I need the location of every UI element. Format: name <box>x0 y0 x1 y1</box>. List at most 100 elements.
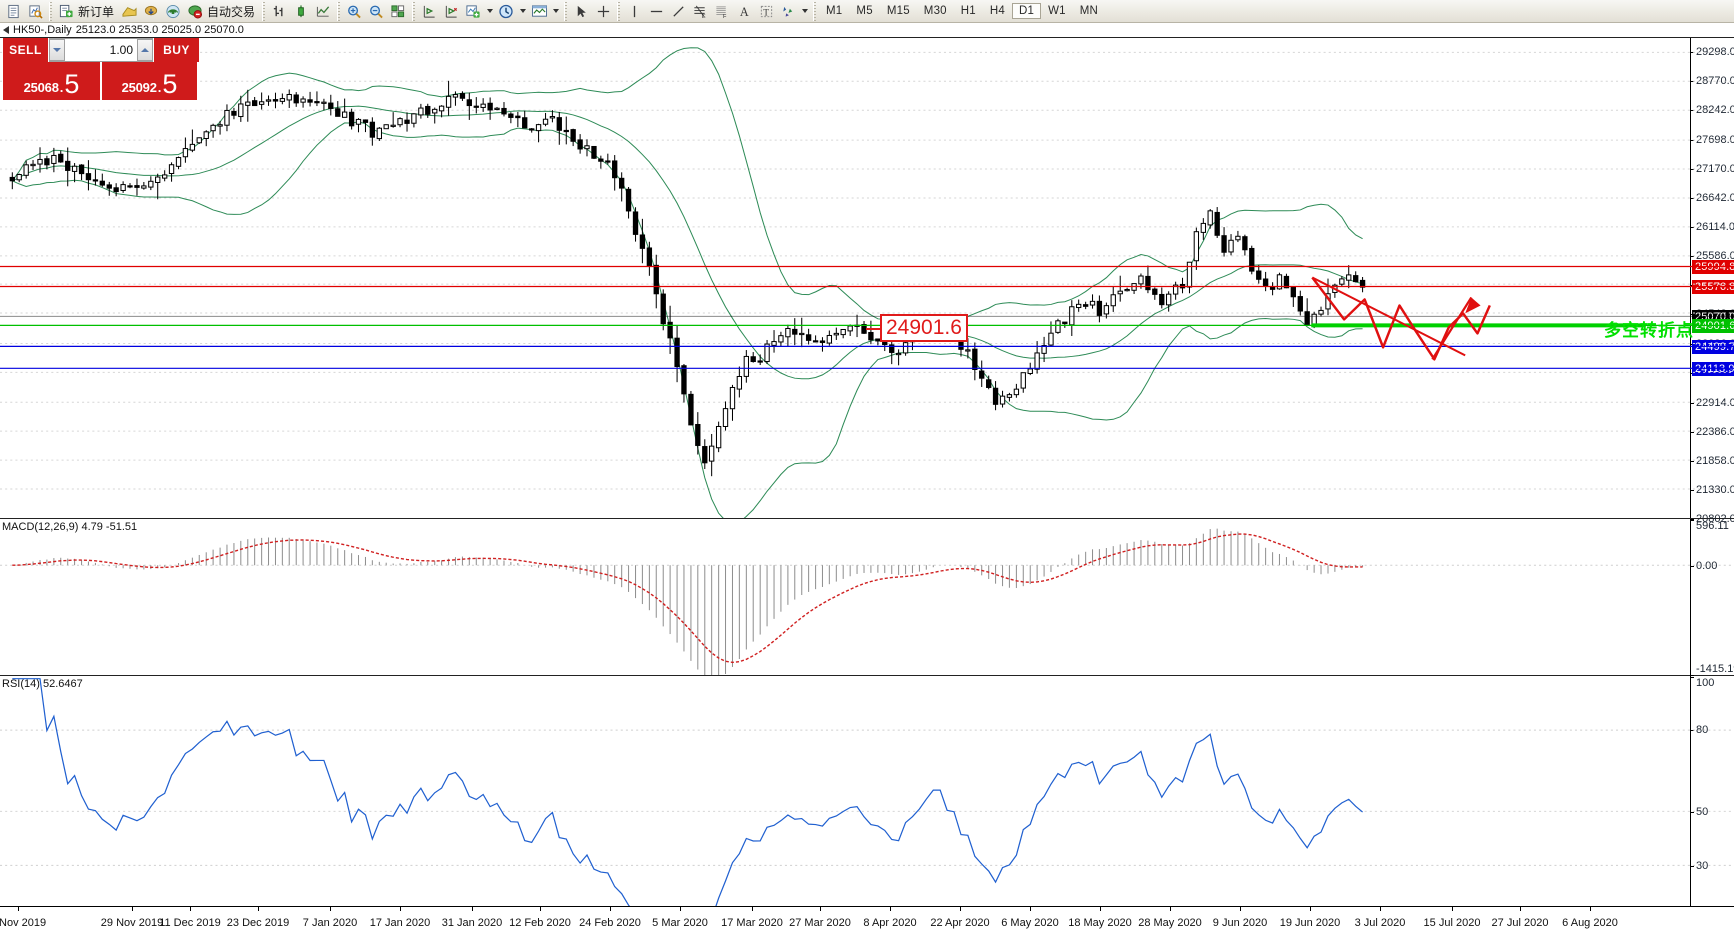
price-y-tick: 20802.0 <box>1696 513 1734 525</box>
bar-chart-icon[interactable] <box>118 1 140 22</box>
timeframe-m30[interactable]: M30 <box>923 5 947 17</box>
line-chart-type-icon[interactable] <box>312 1 334 22</box>
shift-end-icon[interactable] <box>440 1 462 22</box>
equidistant-channel-icon[interactable]: F <box>711 1 733 22</box>
text-label-icon[interactable]: A <box>733 1 755 22</box>
date-tick-label: 27 Jul 2020 <box>1491 917 1549 929</box>
date-tick-label: 19 Jun 2020 <box>1279 917 1341 929</box>
macd-y-tick: 0.00 <box>1696 559 1718 572</box>
bar-chart-type-icon[interactable] <box>268 1 290 22</box>
timeframe-d1[interactable]: D1 <box>1012 3 1042 19</box>
toolbar-separator <box>337 1 341 21</box>
signal-icon[interactable] <box>162 1 184 22</box>
date-tick-label: 24 Feb 2020 <box>579 917 641 929</box>
indicators-icon[interactable] <box>462 1 484 22</box>
shapes-dropdown-caret-icon[interactable] <box>799 1 810 22</box>
timeframe-m1[interactable]: M1 <box>826 5 843 17</box>
vertical-line-icon[interactable] <box>623 1 645 22</box>
price-level-tag[interactable]: 24499.7 <box>1692 340 1734 354</box>
volume-increase-button[interactable] <box>137 39 153 61</box>
svg-text:T: T <box>763 8 769 18</box>
buy-button[interactable]: BUY <box>153 38 199 62</box>
document-icon[interactable] <box>2 1 24 22</box>
shift-start-icon[interactable] <box>418 1 440 22</box>
new-order-icon[interactable] <box>55 1 77 22</box>
toolbar-separator <box>412 1 416 21</box>
date-tick-label: 31 Jan 2020 <box>441 917 503 929</box>
price-y-tick: 28242.0 <box>1696 104 1734 117</box>
svg-text:A: A <box>739 5 748 19</box>
timeframe-w1[interactable]: W1 <box>1048 5 1066 17</box>
text-box-icon[interactable]: T <box>755 1 777 22</box>
date-tick-label: 15 Jul 2020 <box>1423 917 1481 929</box>
crosshair-icon[interactable] <box>592 1 614 22</box>
symbol-ohlc: 25123.0 25353.0 25025.0 25070.0 <box>75 24 244 36</box>
price-level-tag[interactable]: 25994.8 <box>1692 260 1734 274</box>
rsi-pane[interactable]: RSI(14) 52.6467 100 80 50 30 <box>0 675 1734 906</box>
date-tick-label: 28 May 2020 <box>1138 917 1202 929</box>
svg-text:E: E <box>702 14 706 19</box>
timeframe-h1[interactable]: H1 <box>960 5 976 17</box>
sell-button[interactable]: SELL <box>3 38 49 62</box>
price-box-leader <box>866 328 880 330</box>
sell-price-display[interactable]: 25068 . 5 <box>3 62 100 100</box>
rsi-y-tick: 100 <box>1696 677 1715 689</box>
timeframe-m15[interactable]: M15 <box>886 5 910 17</box>
macd-label: MACD(12,26,9) 4.79 -51.51 <box>2 521 138 533</box>
main-toolbar: 新订单 自动交易 <box>0 0 1734 23</box>
cloud-download-icon[interactable] <box>140 1 162 22</box>
price-y-tick: 21858.0 <box>1696 455 1734 467</box>
templates-dropdown-caret-icon[interactable] <box>550 1 561 22</box>
templates-icon[interactable] <box>528 1 550 22</box>
candlestick-type-icon[interactable] <box>290 1 312 22</box>
buy-price-display[interactable]: 25092 . 5 <box>100 62 197 100</box>
autotrading-label[interactable]: 自动交易 <box>207 4 256 19</box>
macd-axis-line <box>1690 519 1691 675</box>
inspect-icon[interactable] <box>24 1 46 22</box>
periods-dropdown-caret-icon[interactable] <box>517 1 528 22</box>
toolbar-separator <box>49 1 52 21</box>
rsi-axis-line <box>1690 676 1691 906</box>
indicators-dropdown-caret-icon[interactable] <box>484 1 495 22</box>
svg-text:F: F <box>723 14 727 19</box>
price-y-tick: 22914.0 <box>1696 397 1734 409</box>
macd-pane[interactable]: MACD(12,26,9) 4.79 -51.51 596.11 0.00 -141… <box>0 518 1734 676</box>
toolbar-separator <box>813 1 817 21</box>
buy-price-main: 25092 <box>121 80 157 96</box>
horizontal-line-icon[interactable] <box>645 1 667 22</box>
price-chart-pane[interactable]: 29298.0 28770.0 28242.0 27698.0 27170.0 26642… <box>0 37 1734 525</box>
symbol-name: HK50-,Daily <box>13 24 72 36</box>
price-level-tag[interactable]: 24901.6 <box>1692 319 1734 333</box>
date-tick-label: 6 Aug 2020 <box>1562 917 1618 929</box>
volume-stepper[interactable]: 1.00 <box>49 38 153 62</box>
tile-windows-icon[interactable] <box>387 1 409 22</box>
fibonacci-icon[interactable]: E <box>689 1 711 22</box>
date-tick-label: 9 Nov 2019 <box>0 917 47 929</box>
timeframe-m5[interactable]: M5 <box>856 5 873 17</box>
zoom-out-icon[interactable] <box>365 1 387 22</box>
price-y-tick: 26114.0 <box>1696 221 1734 234</box>
timeframe-mn[interactable]: MN <box>1079 5 1099 17</box>
periods-icon[interactable] <box>495 1 517 22</box>
price-y-tick: 26642.0 <box>1696 192 1734 205</box>
cursor-icon[interactable] <box>570 1 592 22</box>
chart-pointer-icon <box>3 26 9 34</box>
volume-input[interactable]: 1.00 <box>65 38 137 62</box>
volume-decrease-button[interactable] <box>49 39 65 61</box>
autotrading-icon[interactable] <box>184 1 206 22</box>
buy-price-fraction: 5 <box>162 69 178 100</box>
timeframe-h4[interactable]: H4 <box>989 5 1005 17</box>
one-click-trading-panel[interactable]: SELL 1.00 BUY 25068 . 5 25092 . 5 <box>3 38 199 100</box>
new-order-label[interactable]: 新订单 <box>78 4 115 19</box>
price-annotation-box[interactable]: 24901.6 <box>880 314 968 343</box>
price-y-tick: 29298.0 <box>1696 46 1734 59</box>
trend-line-icon[interactable] <box>667 1 689 22</box>
shapes-icon[interactable] <box>777 1 799 22</box>
price-level-tag[interactable]: 24113.9 <box>1692 362 1734 376</box>
price-y-tick: 21330.0 <box>1696 484 1734 496</box>
price-level-tag[interactable]: 25576.8 <box>1692 280 1734 294</box>
toolbar-separator <box>617 1 621 21</box>
zoom-in-icon[interactable] <box>343 1 365 22</box>
